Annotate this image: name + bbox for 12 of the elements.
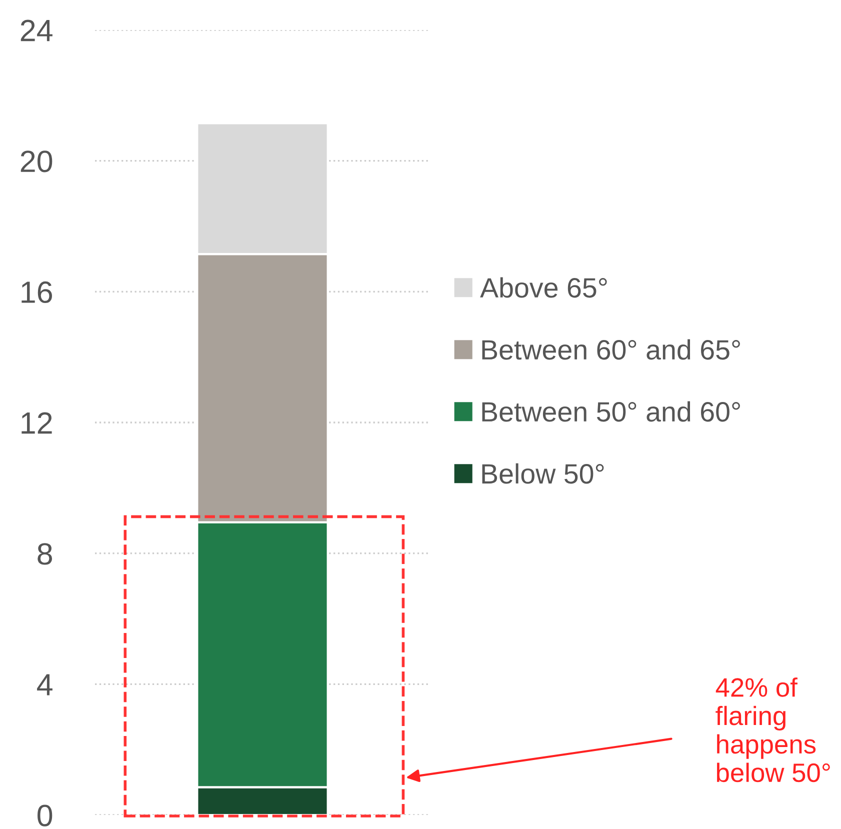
y-tick-label: 4 (37, 674, 52, 696)
legend-label: Between 60° and 65° (482, 339, 740, 360)
y-tick-label: 0 (38, 804, 52, 826)
legend-label: Above 65° (480, 277, 607, 298)
y-tick-label: 12 (22, 412, 52, 434)
y-tick-label: 24 (20, 20, 52, 42)
legend-label: Between 50° and 60° (482, 401, 740, 422)
legend-label: Below 50° (482, 463, 604, 484)
text: 42% of flaring happens below 50° (716, 677, 830, 782)
y-tick-label: 20 (20, 150, 52, 172)
y-tick-label: 16 (22, 281, 52, 304)
y-tick-label: 8 (38, 543, 52, 565)
